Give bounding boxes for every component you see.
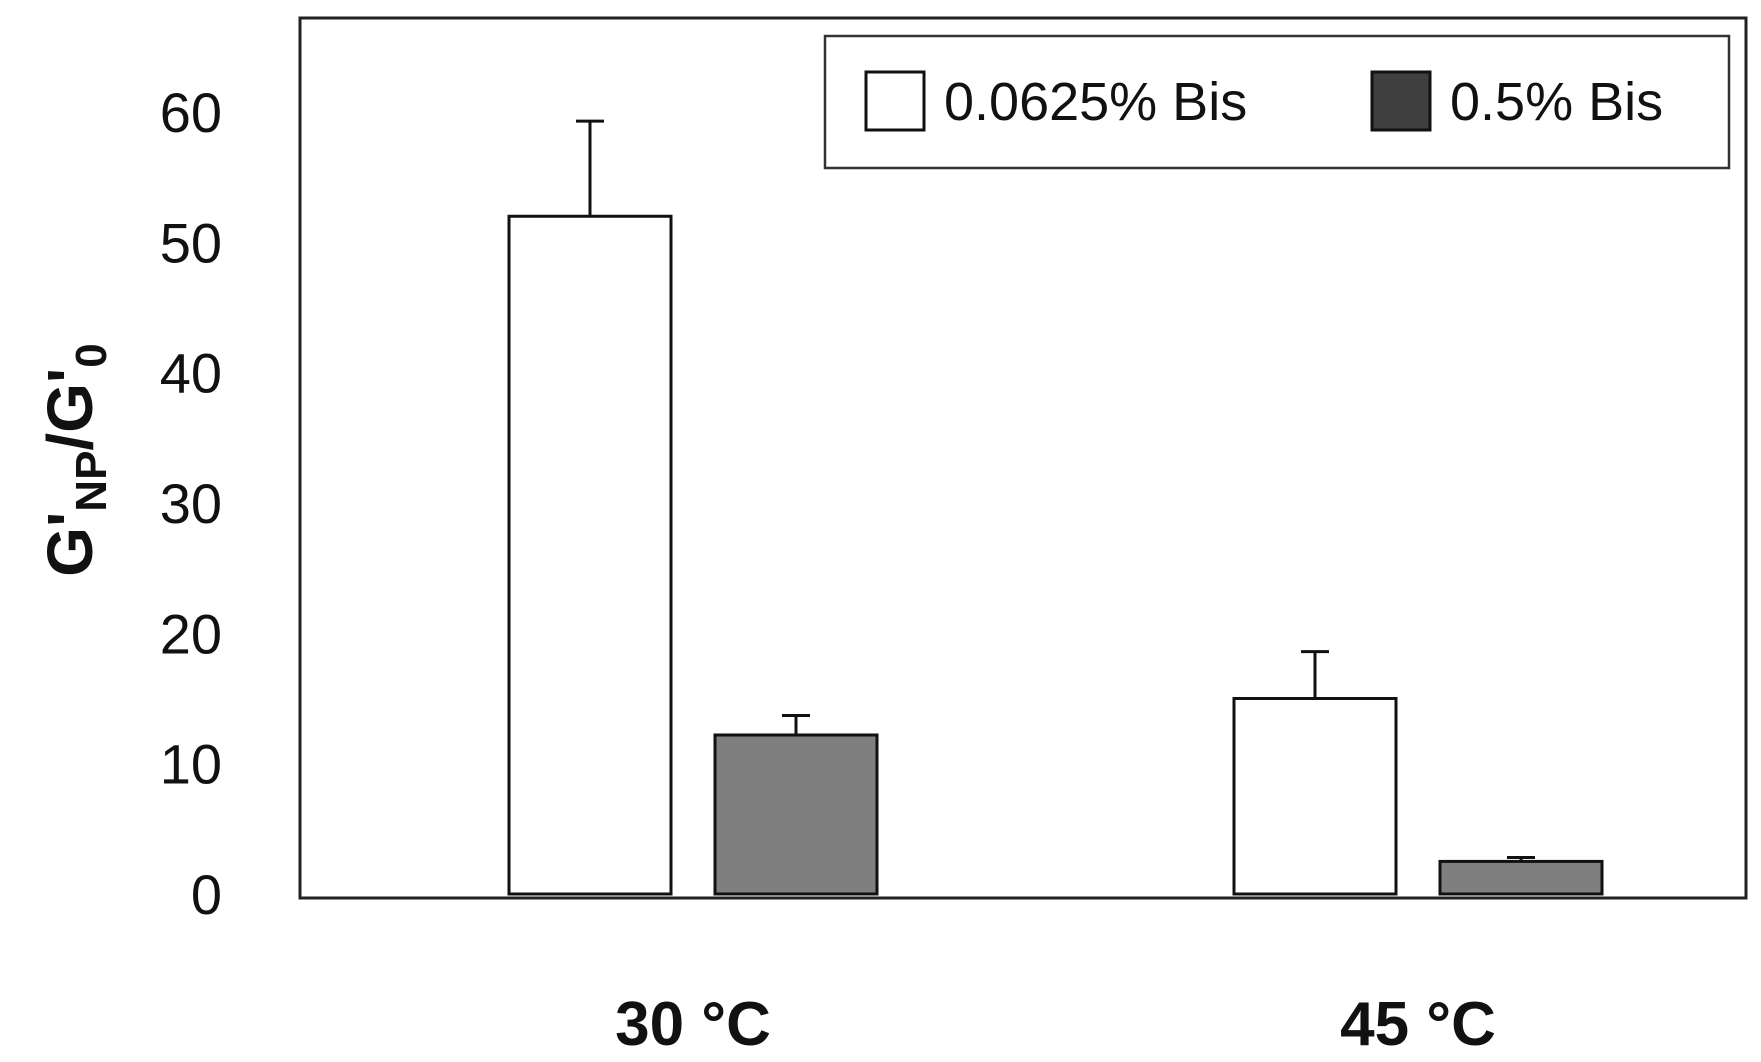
y-tick-label: 10 [160,733,222,796]
legend-swatch [864,70,926,132]
legend-box [823,34,1731,170]
y-axis-title-main: G' [34,512,106,577]
bar-low-bis-45c [1232,697,1398,896]
legend: 0.0625% Bis 0.5% Bis [823,34,1731,170]
bars [507,214,1604,896]
plot-frame [298,16,1748,900]
bar-high-bis-30c [713,733,879,896]
y-axis-title: G'NP/G'0 [34,343,116,576]
legend-swatch [1370,70,1432,132]
x-category-label: 30 °C [615,990,771,1059]
y-tick-label: 20 [160,602,222,665]
y-axis-ticks: 0 10 20 30 40 50 60 [160,81,222,926]
x-axis-categories: 30 °C 45 °C [615,990,1496,1059]
legend-label: 0.0625% Bis [944,72,1247,132]
y-axis-label: G'NP/G'0 [34,343,116,576]
bar-high-bis-45c [1438,859,1604,896]
legend-items: 0.0625% Bis 0.5% Bis [864,70,1663,132]
plot-area [298,16,1748,900]
y-tick-label: 0 [191,863,222,926]
x-category-label: 45 °C [1340,990,1496,1059]
y-axis-title-sep: /G' [34,368,106,451]
y-tick-label: 50 [160,211,222,274]
y-tick-label: 30 [160,472,222,535]
legend-label: 0.5% Bis [1450,72,1663,132]
y-tick-label: 60 [160,81,222,144]
bar-low-bis-30c [507,214,673,896]
y-axis-title-sep-sub: 0 [67,343,116,367]
error-bars [576,119,1535,862]
y-axis-title-main-sub: NP [67,451,116,512]
y-tick-label: 40 [160,342,222,405]
